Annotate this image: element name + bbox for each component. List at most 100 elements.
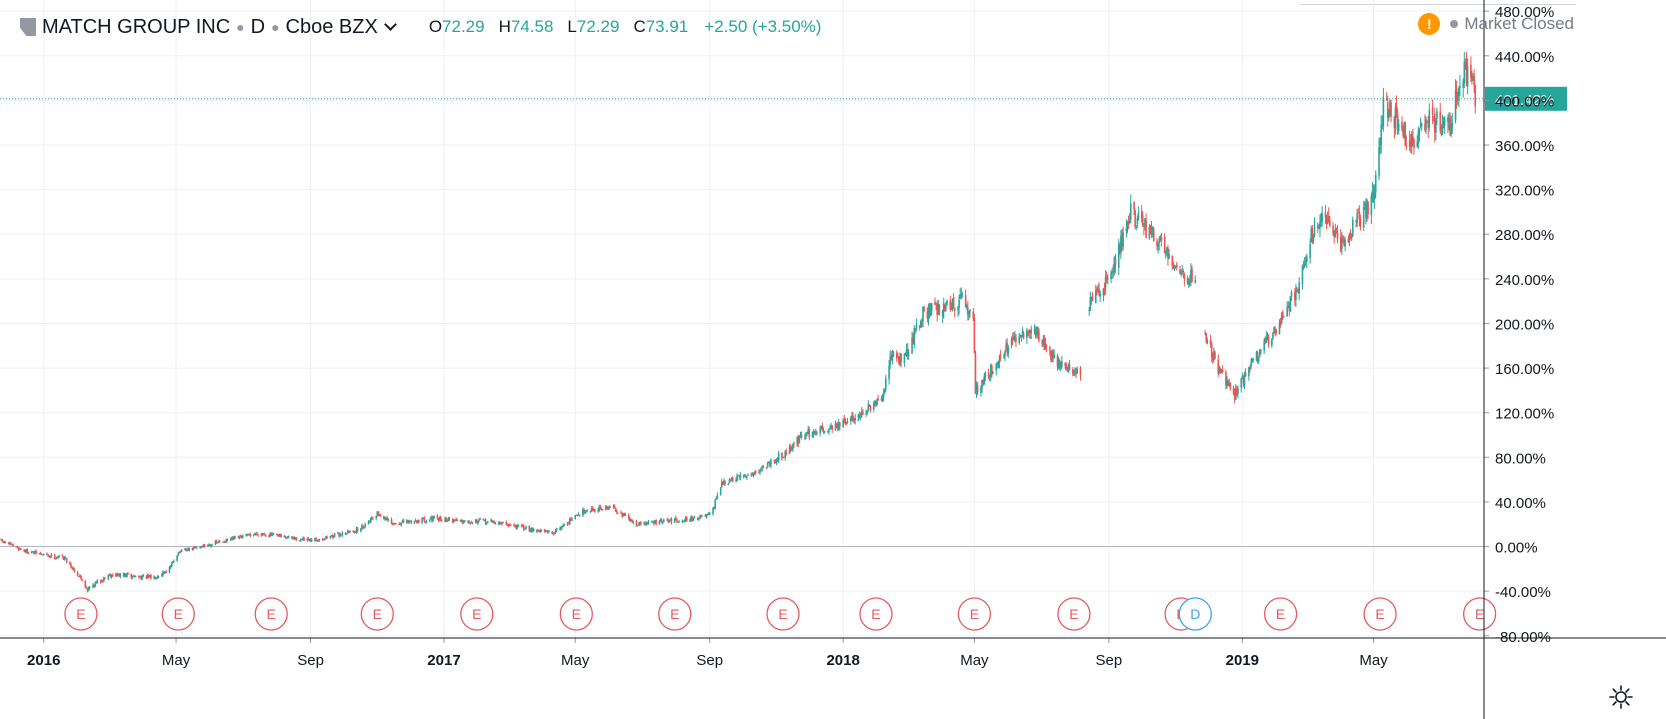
candle-body [1127, 220, 1130, 224]
candle-body [1179, 268, 1181, 274]
candle [270, 532, 273, 537]
candle [33, 550, 35, 555]
candle-body [34, 551, 36, 554]
candle [1194, 275, 1197, 284]
candle-body [1174, 266, 1177, 268]
candle [339, 532, 341, 538]
candle-body [133, 575, 136, 578]
candle-body [678, 521, 680, 523]
candle [1294, 288, 1296, 306]
candle-body [1229, 382, 1232, 389]
earnings-marker[interactable]: E [1263, 597, 1298, 631]
candle [332, 535, 335, 539]
candle-body [498, 522, 501, 524]
y-tick-label: 200.00% [1495, 316, 1554, 333]
candle [1441, 114, 1444, 136]
candle-body [239, 535, 242, 537]
earnings-marker[interactable]: E [460, 597, 494, 631]
earnings-marker[interactable]: E [559, 597, 593, 631]
warning-icon[interactable]: ! [1418, 13, 1441, 35]
candle [157, 575, 160, 579]
candle-body [1121, 234, 1123, 246]
candle-body [822, 431, 825, 433]
candle [1052, 349, 1054, 363]
candle-body [1111, 271, 1113, 273]
candle-body [1117, 244, 1120, 268]
candle-body [71, 567, 73, 569]
candle [1164, 249, 1167, 259]
gear-icon[interactable] [1608, 684, 1634, 710]
candle-body [439, 516, 442, 520]
candle-body [1259, 349, 1261, 356]
candle-body [1234, 388, 1237, 401]
candle [1210, 341, 1213, 363]
earnings-marker[interactable]: E [859, 597, 893, 631]
interval[interactable]: D [250, 15, 266, 38]
candle-body [484, 519, 487, 524]
candle [12, 543, 14, 547]
candle-body [584, 512, 586, 514]
earnings-marker[interactable]: E [1057, 597, 1091, 631]
earnings-marker[interactable]: E [658, 597, 692, 631]
candle-body [1144, 218, 1146, 226]
earnings-marker[interactable]: E [161, 597, 195, 631]
candle-body [1333, 231, 1335, 236]
candle-body [471, 522, 474, 524]
candle [7, 541, 10, 545]
candle [255, 532, 257, 536]
event-label: E [76, 606, 85, 622]
candle-body [486, 521, 489, 523]
candle [508, 523, 511, 526]
candle-body [729, 479, 732, 481]
earnings-marker[interactable]: E [1462, 597, 1497, 631]
candle [477, 520, 479, 526]
symbol-name[interactable]: MATCH GROUP INC [42, 15, 231, 38]
candle-body [493, 521, 496, 524]
earnings-marker[interactable]: E [957, 597, 992, 631]
candle-body [193, 547, 196, 549]
candle-body [425, 521, 428, 523]
earnings-marker[interactable]: E [766, 597, 800, 631]
candle-body [545, 530, 548, 532]
candle [866, 409, 869, 416]
exchange[interactable]: Cboe BZX [285, 15, 378, 38]
candle-body [1326, 218, 1329, 224]
earnings-marker[interactable]: E [254, 597, 288, 631]
candle-body [1448, 118, 1450, 122]
candle-body [1417, 130, 1420, 144]
candle [920, 319, 922, 328]
event-label: E [373, 606, 382, 622]
candle [722, 481, 724, 486]
candle [576, 514, 579, 517]
candle-body [1028, 330, 1030, 333]
candle-body [654, 520, 656, 524]
candle-body [314, 538, 316, 542]
candle [1166, 247, 1168, 257]
candle [1020, 335, 1023, 343]
candle [71, 566, 73, 570]
candle-body [1010, 338, 1013, 346]
candle [799, 431, 802, 438]
earnings-marker[interactable]: E [64, 597, 98, 631]
candle [1327, 207, 1330, 223]
candle [1119, 242, 1121, 255]
dividend-marker[interactable]: D [1178, 597, 1212, 631]
chevron-down-icon[interactable] [383, 17, 397, 31]
candle-body [959, 294, 961, 299]
earnings-marker[interactable]: E [360, 597, 394, 631]
candle [544, 529, 547, 533]
candle-body [643, 522, 645, 524]
candle-body [367, 521, 370, 524]
candle [1129, 194, 1132, 224]
candle-body [659, 519, 662, 522]
candle-body [1142, 216, 1144, 226]
candle-body [104, 577, 106, 579]
candle-body [1076, 368, 1078, 374]
separator-dot: ● [271, 19, 280, 35]
earnings-marker[interactable]: E [1363, 597, 1397, 631]
candle-body [72, 568, 75, 570]
candle-body [719, 487, 722, 496]
candle-body [492, 520, 495, 522]
candle [272, 532, 275, 536]
